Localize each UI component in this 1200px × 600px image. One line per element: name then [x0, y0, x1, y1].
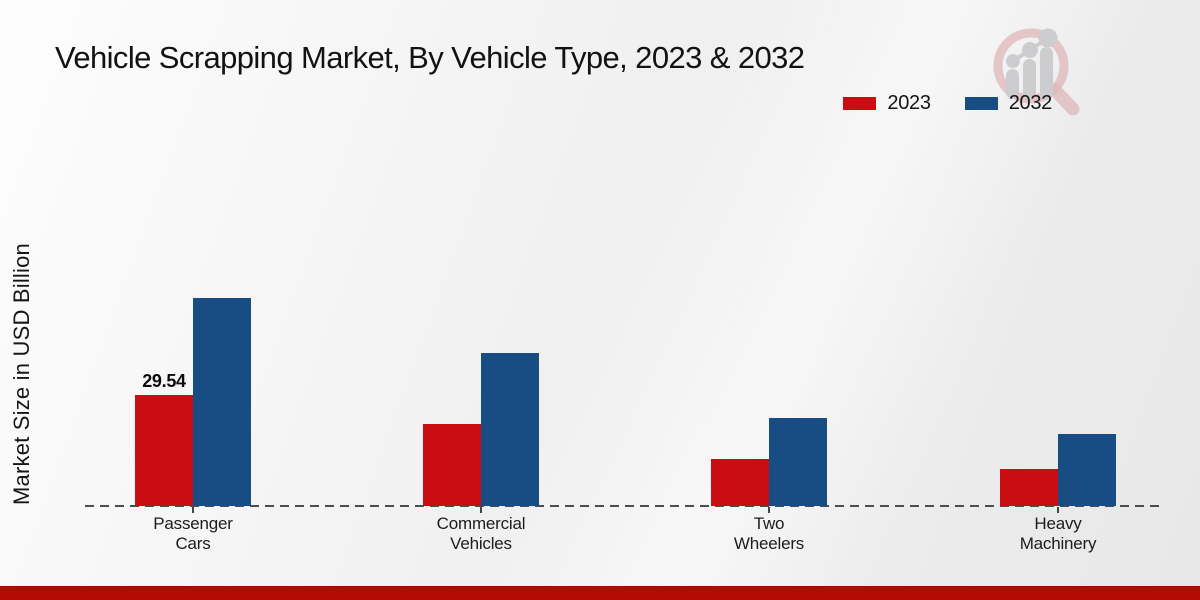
bar-2023-passenger-cars: [135, 395, 193, 506]
bar-2023-commercial-vehicles: [423, 424, 481, 506]
bar-2023-heavy-machinery: [1000, 469, 1058, 506]
x-axis-category-label-two-wheelers: Two Wheelers: [733, 514, 805, 553]
brand-watermark-logo: [990, 24, 1082, 118]
x-axis-category-label-commercial-vehicles: Commercial Vehicles: [436, 514, 526, 553]
chart-title: Vehicle Scrapping Market, By Vehicle Typ…: [55, 40, 805, 75]
legend-swatch-2023: [843, 97, 877, 110]
bar-2032-two-wheelers: [769, 418, 827, 506]
legend-label-2023: 2023: [887, 92, 931, 114]
x-axis-tick-two-wheelers: [768, 507, 770, 513]
legend-item-2032: 2032: [964, 92, 1053, 115]
legend-swatch-2032: [964, 97, 998, 110]
x-axis-tick-commercial-vehicles: [480, 507, 482, 513]
bar-2032-heavy-machinery: [1058, 434, 1116, 506]
magnifier-bar-chart-icon: [993, 28, 1080, 116]
bottom-accent-bar: [0, 586, 1200, 600]
x-axis-baseline: [85, 505, 1163, 507]
bar-value-label-passenger-cars: 29.54: [142, 371, 186, 391]
legend-label-2032: 2032: [1008, 92, 1053, 114]
legend-item-2023: 2023: [843, 92, 931, 115]
x-axis-tick-passenger-cars: [192, 507, 194, 513]
chart-legend: 2023 2032: [843, 92, 1052, 115]
bar-2032-commercial-vehicles: [481, 353, 539, 506]
bar-2032-passenger-cars: [193, 298, 251, 506]
x-axis-category-label-passenger-cars: Passenger Cars: [153, 514, 233, 553]
bar-2023-two-wheelers: [711, 459, 769, 506]
x-axis-tick-heavy-machinery: [1057, 507, 1059, 513]
x-axis-category-label-heavy-machinery: Heavy Machinery: [1019, 514, 1097, 553]
